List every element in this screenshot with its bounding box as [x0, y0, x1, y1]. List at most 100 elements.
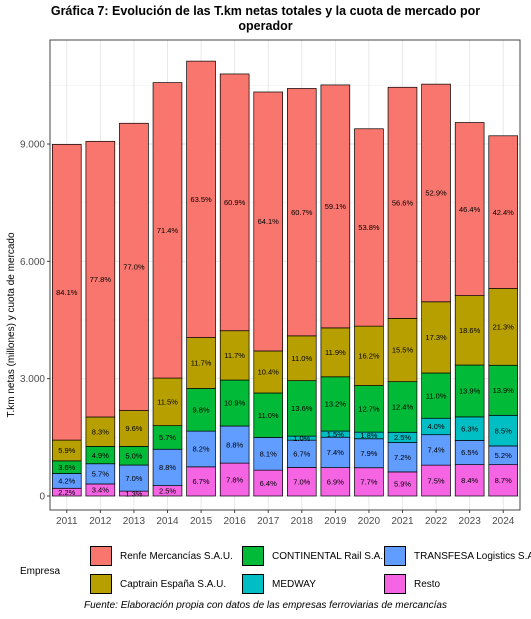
legend-label: Renfe Mercancías S.A.U. — [120, 550, 233, 562]
data-label: 8.4% — [461, 476, 478, 485]
y-tick-label: 3.000 — [20, 374, 45, 385]
data-label: 8.2% — [193, 445, 210, 454]
y-tick-label: 0 — [39, 492, 45, 503]
bar-segment — [219, 330, 250, 381]
bar-segment — [354, 325, 384, 386]
bar-segment — [454, 122, 485, 296]
bar-segment — [219, 425, 250, 464]
bar-segment — [488, 364, 518, 416]
data-label: 8.1% — [260, 449, 277, 458]
legend-label: Captrain España S.A.U. — [120, 578, 227, 590]
bar-segment — [219, 73, 250, 332]
x-tick-label: 2014 — [156, 516, 179, 527]
bar-segment — [488, 135, 518, 289]
legend-label: Resto — [414, 578, 441, 590]
chart-title-line-2: operador — [238, 19, 293, 33]
data-label: 1.3% — [125, 489, 142, 498]
bar-segment — [421, 372, 451, 419]
bar-segment — [186, 60, 216, 338]
legend-item: CONTINENTAL Rail S.A. — [242, 546, 383, 566]
x-tick-label: 2021 — [391, 516, 414, 527]
data-label: 13.2% — [325, 400, 347, 409]
bar-segment — [253, 392, 283, 438]
data-label: 11.0% — [291, 354, 312, 363]
data-label: 11.7% — [191, 359, 212, 368]
bar-segment — [421, 464, 451, 497]
data-label: 3.4% — [92, 486, 109, 495]
data-label: 5.7% — [159, 433, 176, 442]
data-label: 8.5% — [495, 426, 512, 435]
chart-title: Gráfica 7: Evolución de las T.km netas t… — [0, 4, 531, 34]
legend-label: CONTINENTAL Rail S.A. — [272, 550, 384, 562]
x-tick-label: 2013 — [123, 516, 146, 527]
data-label: 17.3% — [425, 333, 447, 342]
data-label: 3.6% — [58, 463, 75, 472]
data-label: 8.8% — [226, 440, 243, 449]
x-tick-label: 2023 — [459, 516, 482, 527]
x-tick-label: 2019 — [324, 516, 347, 527]
bar-segment — [152, 377, 183, 427]
data-label: 13.9% — [493, 386, 515, 395]
bar-segment — [119, 122, 149, 411]
plot-border — [49, 39, 521, 511]
data-label: 84.1% — [56, 288, 78, 297]
data-label: 8.8% — [159, 463, 176, 472]
data-label: 11.9% — [325, 348, 346, 357]
data-label: 18.6% — [459, 326, 481, 335]
data-label: 59.1% — [325, 202, 347, 211]
bars — [51, 60, 518, 497]
data-label: 5.7% — [92, 470, 109, 479]
bar-segment — [320, 436, 351, 468]
data-label: 15.5% — [392, 346, 414, 355]
legend-title: Empresa — [20, 566, 61, 577]
data-label: 2.5% — [394, 433, 411, 442]
legend-label: TRANSFESA Logistics S.A. — [414, 550, 531, 562]
bar-segment — [119, 464, 149, 492]
bar-segment — [488, 464, 518, 497]
data-label: 2.5% — [159, 487, 176, 496]
bar-segment — [186, 466, 216, 497]
bar-segment — [488, 288, 518, 366]
data-label: 64.1% — [258, 217, 280, 226]
data-label: 4.9% — [92, 451, 109, 460]
bar-segment — [152, 82, 183, 379]
legend-swatch — [90, 546, 112, 566]
data-label: 13.6% — [291, 404, 313, 413]
data-label: 7.7% — [360, 478, 377, 487]
legend-item: Renfe Mercancías S.A.U. — [90, 546, 233, 566]
bar-segment — [387, 86, 418, 319]
data-label: 46.4% — [459, 205, 481, 214]
bar-segment — [287, 439, 317, 468]
bar-segment — [85, 140, 116, 418]
data-label: 9.6% — [125, 424, 142, 433]
data-label: 7.5% — [428, 476, 445, 485]
data-label: 6.3% — [461, 424, 478, 433]
data-label: 1.0% — [293, 434, 310, 443]
bar-segment — [354, 438, 384, 469]
data-label: 7.2% — [394, 453, 411, 462]
axes: 0 3.000 6.000 9.000 2011 2012 2013 2014 2015 2016… — [20, 39, 521, 527]
data-label: 6.4% — [260, 479, 277, 488]
data-label: 10.4% — [258, 368, 280, 377]
data-label: 5.2% — [495, 451, 512, 460]
legend-swatch — [384, 546, 406, 566]
x-tick-label: 2020 — [358, 516, 381, 527]
bar-segment — [488, 414, 518, 447]
bar-segment — [454, 364, 485, 418]
data-label: 5.9% — [394, 480, 411, 489]
bar-segment — [421, 83, 451, 303]
x-tick-label: 2017 — [257, 516, 280, 527]
bar-segment — [454, 464, 485, 497]
bar-segment — [354, 467, 384, 497]
data-label: 2.2% — [58, 488, 75, 497]
y-tick-label: 6.000 — [20, 257, 45, 268]
bar-segment — [119, 410, 149, 447]
data-label: 7.9% — [360, 449, 377, 458]
data-label: 11.7% — [224, 351, 245, 360]
data-labels: 2.2% 4.2% 3.6% 5.9% 84.1% 3.4% 5.7% 4.9% 8.3% 77.… — [56, 189, 514, 499]
x-tick-label: 2011 — [56, 516, 78, 527]
data-label: 21.3% — [493, 323, 515, 332]
bar-segment — [354, 385, 384, 433]
data-label: 4.2% — [58, 477, 75, 486]
chart-title-line-1: Gráfica 7: Evolución de las T.km netas t… — [50, 4, 481, 18]
